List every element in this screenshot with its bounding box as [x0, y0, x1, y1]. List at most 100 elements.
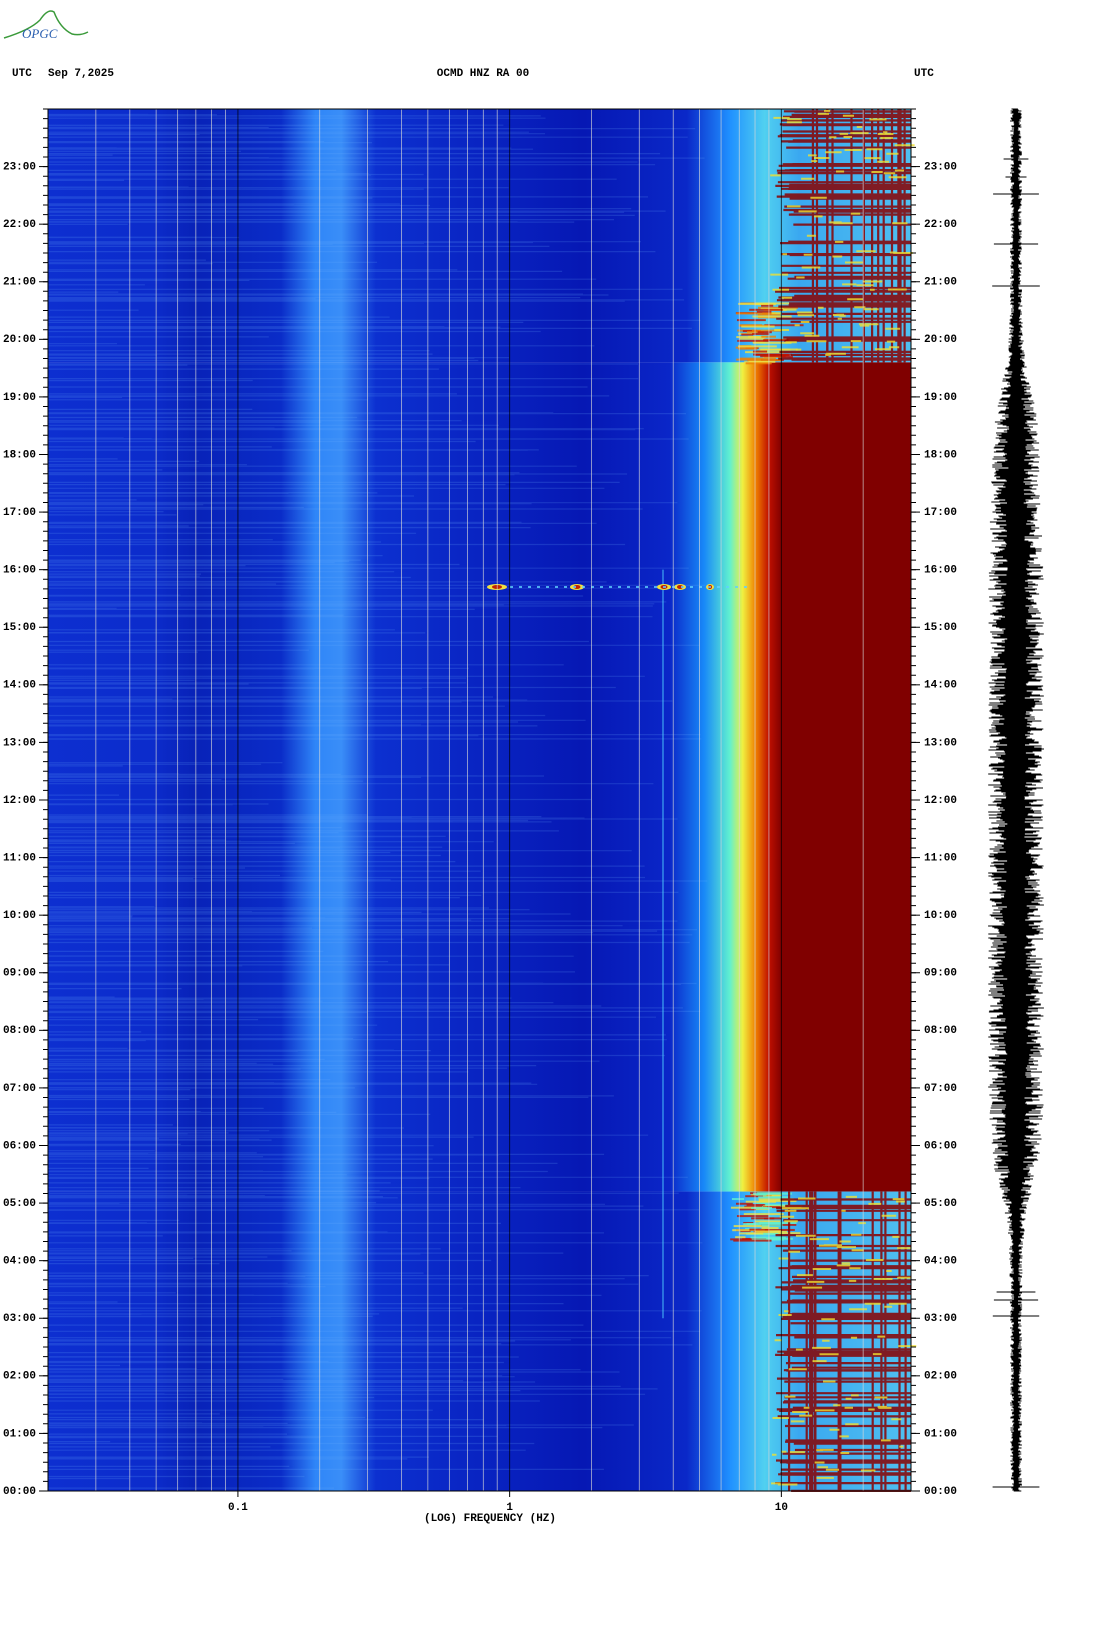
- logo-text: OPGC: [22, 26, 58, 41]
- edge-speckle: [753, 341, 792, 344]
- date: Sep 7,2025: [48, 68, 114, 80]
- edge-speckle: [756, 1201, 770, 1204]
- y-tick-label-right: 17:00: [924, 507, 957, 519]
- edge-speckle: [758, 1221, 797, 1224]
- edge-speckle: [738, 302, 769, 305]
- y-tick-label-right: 06:00: [924, 1140, 957, 1152]
- edge-speckle: [736, 319, 766, 322]
- edge-speckle: [762, 1205, 803, 1208]
- y-tick-label-right: 22:00: [924, 219, 957, 231]
- edge-speckle: [755, 1220, 781, 1223]
- edge-speckle: [738, 324, 763, 327]
- spectrogram: [48, 109, 917, 1492]
- y-tick-label-right: 12:00: [924, 795, 957, 807]
- edge-speckle: [737, 345, 777, 348]
- edge-speckle: [731, 1198, 745, 1201]
- edge-speckle: [754, 1230, 782, 1233]
- edge-speckle: [746, 331, 765, 334]
- edge-speckle: [752, 315, 792, 318]
- y-tick-label-right: 01:00: [924, 1428, 957, 1440]
- edge-speckle: [751, 329, 782, 332]
- y-minor-ticks: [43, 108, 916, 1492]
- y-tick-label-right: 23:00: [924, 161, 957, 173]
- day-band: [48, 362, 911, 1192]
- y-tick-label: 00:00: [3, 1486, 36, 1498]
- edge-speckle: [745, 1195, 772, 1198]
- y-tick-label: 21:00: [3, 277, 36, 289]
- y-tick-label: 04:00: [3, 1256, 36, 1268]
- y-tick-label: 08:00: [3, 1025, 36, 1037]
- y-tick-label-right: 07:00: [924, 1083, 957, 1095]
- chart-title: OCMD HNZ RA 00: [437, 68, 529, 80]
- edge-speckle: [748, 335, 760, 338]
- y-tick-label: 07:00: [3, 1083, 36, 1095]
- edge-speckle: [757, 306, 798, 309]
- y-tick-label-right: 09:00: [924, 968, 957, 980]
- y-tick-label: 13:00: [3, 737, 36, 749]
- y-tick-label: 23:00: [3, 161, 36, 173]
- edge-speckle: [738, 347, 758, 350]
- y-tick-label-right: 15:00: [924, 622, 957, 634]
- y-tick-label: 17:00: [3, 507, 36, 519]
- edge-speckle: [752, 350, 768, 353]
- edge-speckle: [752, 332, 770, 335]
- y-tick-label-right: 05:00: [924, 1198, 957, 1210]
- edge-speckle: [739, 357, 776, 360]
- edge-speckle: [753, 353, 792, 356]
- edge-speckle: [762, 339, 789, 342]
- edge-speckle: [735, 1202, 753, 1205]
- edge-speckle: [756, 1232, 779, 1235]
- y-tick-label-right: 14:00: [924, 680, 957, 692]
- y-tick-label: 11:00: [3, 852, 36, 864]
- edge-speckle: [747, 359, 782, 362]
- y-tick-label: 05:00: [3, 1198, 36, 1210]
- logo-arc: [3, 10, 89, 39]
- y-tick-label-right: 08:00: [924, 1025, 957, 1037]
- y-tick-label: 20:00: [3, 334, 36, 346]
- night-band: [48, 109, 911, 363]
- x-tick-label: 0.1: [228, 1502, 248, 1514]
- y-tick-label-right: 16:00: [924, 565, 957, 577]
- edge-speckle: [761, 1227, 779, 1230]
- edge-speckle: [749, 308, 783, 311]
- edge-speckle: [751, 1206, 772, 1209]
- logo: OPGC: [3, 10, 89, 41]
- y-tick-label-right: 02:00: [924, 1371, 957, 1383]
- edge-speckle: [756, 310, 772, 313]
- edge-speckle: [748, 360, 776, 363]
- y-tick-label-right: 13:00: [924, 737, 957, 749]
- edge-speckle: [739, 337, 765, 340]
- edge-speckle: [735, 312, 776, 315]
- y-tick-label: 09:00: [3, 968, 36, 980]
- axes: 0.1 1 10 00:00 00:00 01:00 01:00 02:00 02:00 03:0…: [3, 108, 957, 1514]
- y-tick-label: 19:00: [3, 392, 36, 404]
- y-tick-label: 03:00: [3, 1313, 36, 1325]
- edge-speckle: [751, 1217, 782, 1220]
- edge-speckle: [739, 1208, 756, 1211]
- header-left-label: UTC: [12, 68, 32, 80]
- edge-speckle: [741, 325, 775, 328]
- y-tick-label-right: 20:00: [924, 334, 957, 346]
- y-tick-label-right: 21:00: [924, 277, 957, 289]
- edge-speckle: [761, 304, 774, 307]
- y-tick-label-right: 10:00: [924, 910, 957, 922]
- edge-speckle: [764, 1232, 801, 1235]
- edge-speckle: [733, 1239, 772, 1242]
- edge-speckle: [743, 1221, 754, 1224]
- edge-speckle: [761, 1224, 783, 1227]
- edge-speckle: [735, 346, 754, 349]
- edge-speckle: [758, 1199, 797, 1202]
- y-tick-label-right: 03:00: [924, 1313, 957, 1325]
- seismogram-trace: [988, 108, 1044, 1492]
- edge-speckle: [749, 1228, 770, 1231]
- y-tick-label-right: 00:00: [924, 1486, 957, 1498]
- edge-speckle: [764, 324, 804, 327]
- y-tick-label-right: 18:00: [924, 449, 957, 461]
- edge-speckle: [750, 1236, 786, 1239]
- y-tick-label: 06:00: [3, 1140, 36, 1152]
- edge-speckle: [741, 333, 754, 336]
- edge-speckle: [730, 1206, 768, 1209]
- y-tick-label: 16:00: [3, 565, 36, 577]
